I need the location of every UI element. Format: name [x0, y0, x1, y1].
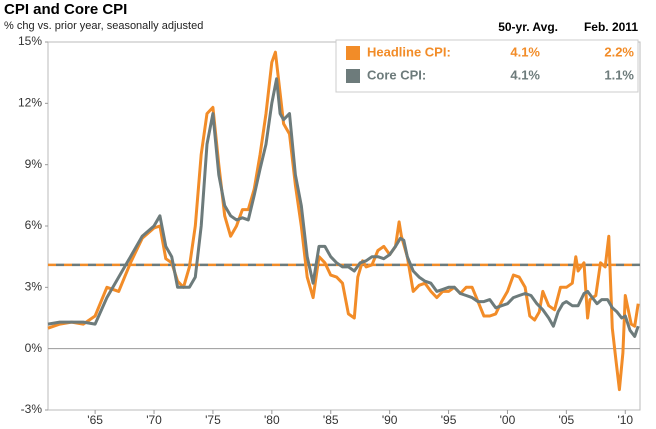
- series-line: [47, 77, 640, 338]
- x-tick-label: '05: [559, 413, 575, 427]
- legend-latest: 1.1%: [604, 67, 634, 82]
- plot-frame: [47, 41, 641, 411]
- x-tick-label: '80: [264, 413, 280, 427]
- legend-swatch: [346, 46, 360, 60]
- y-tick-label: 9%: [25, 157, 43, 171]
- chart-subtitle: % chg vs. prior year, seasonally adjuste…: [4, 20, 203, 32]
- x-tick-label: '95: [441, 413, 457, 427]
- y-tick-label: 12%: [18, 96, 42, 110]
- x-tick-label: '65: [87, 413, 103, 427]
- legend-label: Headline CPI:: [367, 44, 451, 59]
- x-tick-label: '70: [146, 413, 162, 427]
- x-tick-label: '75: [205, 413, 221, 427]
- legend-header: Feb. 2011: [584, 20, 638, 34]
- chart-title: CPI and Core CPI: [4, 1, 127, 18]
- x-tick-label: '90: [382, 413, 398, 427]
- legend-latest: 2.2%: [604, 44, 634, 59]
- legend-swatch: [346, 69, 360, 83]
- x-tick-label: '10: [617, 413, 633, 427]
- x-tick-label: '85: [323, 413, 339, 427]
- legend-label: Core CPI:: [367, 67, 426, 82]
- legend-box: [335, 39, 639, 93]
- x-tick-label: '00: [500, 413, 516, 427]
- y-tick-label: 6%: [25, 218, 43, 232]
- y-tick-label: 0%: [25, 341, 43, 355]
- legend-average: 4.1%: [510, 67, 540, 82]
- legend-header: 50-yr. Avg.: [498, 20, 558, 34]
- y-tick-label: 3%: [25, 280, 43, 294]
- series-line: [47, 50, 640, 392]
- legend-average: 4.1%: [510, 44, 540, 59]
- y-tick-label: 15%: [18, 34, 42, 48]
- y-tick-label: -3%: [21, 402, 43, 416]
